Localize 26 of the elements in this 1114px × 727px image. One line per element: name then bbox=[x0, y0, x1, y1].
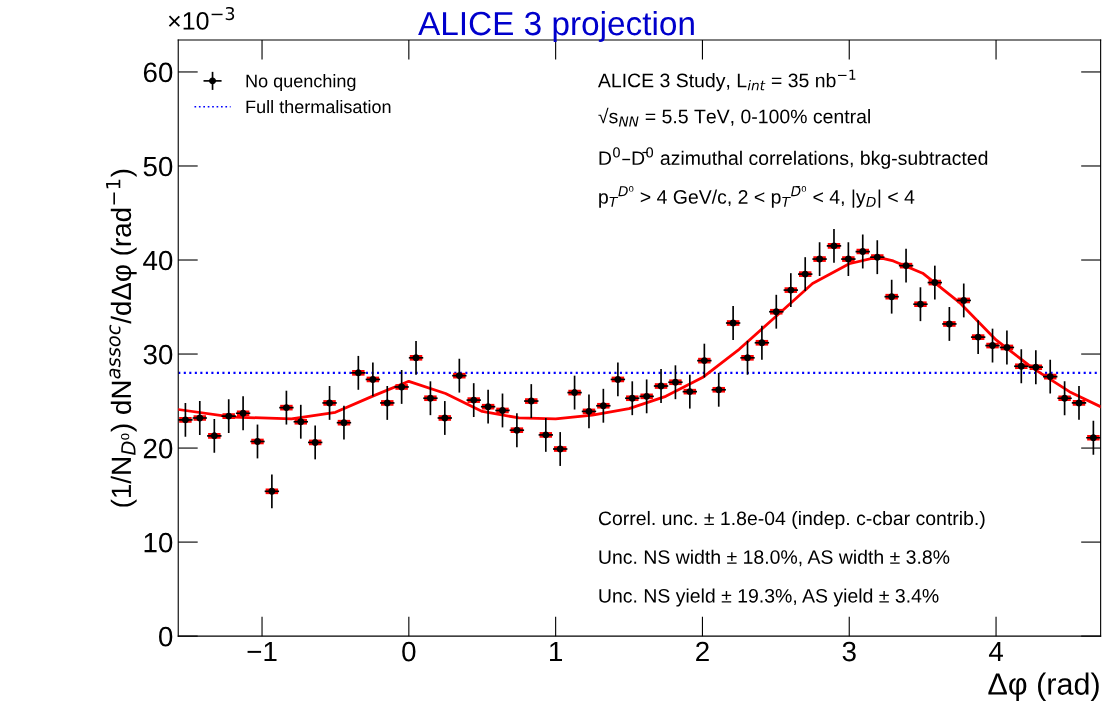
x-axis-title: Δφ (rad) bbox=[988, 672, 1099, 701]
x-tick-label: −1 bbox=[247, 642, 277, 662]
chart-title: ALICE 3 projection bbox=[418, 10, 694, 42]
y-tick-label: 50 bbox=[143, 156, 173, 177]
x-tick-label: 2 bbox=[696, 641, 709, 662]
annotation: Unc. NS yield ± 19.3%, AS yield ± 3.4% bbox=[599, 588, 939, 607]
text: p$_{T}$$^{D⁰}$ > 4 GeV/c, 2 < p$_{T}$$^{D̄⁰}$ < 4, |y$_{D}$| < 4 bbox=[599, 186, 915, 208]
annotation: √s$_{NN}$ = 5.5 TeV, 0-100% central bbox=[598, 107, 870, 127]
legend-label: No quenching bbox=[246, 74, 356, 91]
x-tick-label: 4 bbox=[988, 642, 1003, 662]
y-tick-label: 60 bbox=[143, 62, 173, 83]
x-tick-label: 1 bbox=[550, 642, 563, 662]
y-axis-title: (1/N$_{D⁰}$) dN$^{assoc}$/dΔφ (rad$^{−1}$) bbox=[106, 169, 137, 507]
x-tick-label: 3 bbox=[842, 641, 856, 662]
y-tick-label: 30 bbox=[143, 344, 173, 365]
x-tick-label: 0 bbox=[402, 641, 416, 662]
y-tick-label: 0 bbox=[159, 626, 173, 647]
annotation: Correl. unc. ± 1.8e-04 (indep. c-cbar contrib.) bbox=[598, 510, 985, 530]
text: ×10$^{−3}$ bbox=[168, 6, 235, 30]
annotation: D$^{0}$–D̄$^{0}$ azimuthal correlations, bkg-subtracted bbox=[599, 147, 988, 169]
annotation: Unc. NS width ± 18.0%, AS width ± 3.8% bbox=[599, 549, 950, 567]
y-tick-label: 40 bbox=[143, 250, 173, 271]
legend-label: Full thermalisation bbox=[246, 99, 391, 114]
y-tick-label: 20 bbox=[143, 438, 173, 459]
y-tick-label: 10 bbox=[144, 532, 173, 553]
annotation: ALICE 3 Study, L$_{int}$ = 35 nb$^{−1}$ bbox=[597, 69, 856, 92]
